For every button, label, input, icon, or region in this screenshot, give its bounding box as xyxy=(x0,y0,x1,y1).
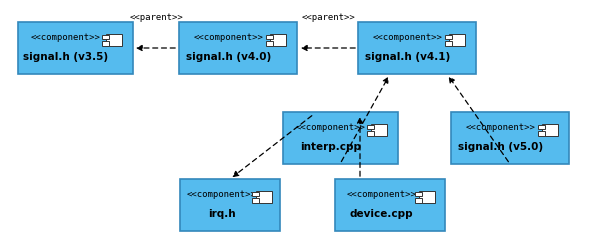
Bar xyxy=(538,125,545,129)
Bar xyxy=(266,35,273,39)
Bar xyxy=(367,125,374,129)
Text: signal.h (v4.1): signal.h (v4.1) xyxy=(365,52,450,62)
FancyBboxPatch shape xyxy=(335,179,445,231)
FancyBboxPatch shape xyxy=(451,112,569,164)
Text: <<component>>: <<component>> xyxy=(466,123,535,132)
FancyBboxPatch shape xyxy=(17,22,133,74)
Text: device.cpp: device.cpp xyxy=(349,209,413,219)
Bar xyxy=(371,124,387,136)
Bar xyxy=(415,192,422,196)
Text: irq.h: irq.h xyxy=(208,209,236,219)
Text: signal.h (v3.5): signal.h (v3.5) xyxy=(23,52,108,62)
Bar xyxy=(542,124,558,136)
Bar xyxy=(415,198,422,203)
Bar xyxy=(270,34,286,46)
Text: <<component>>: <<component>> xyxy=(194,33,264,42)
Text: <<parent>>: <<parent>> xyxy=(129,14,183,23)
Bar xyxy=(445,41,452,46)
Bar xyxy=(445,35,452,39)
FancyBboxPatch shape xyxy=(180,179,280,231)
Bar xyxy=(419,191,435,203)
Text: interp.cpp: interp.cpp xyxy=(300,142,361,152)
Bar xyxy=(367,131,374,136)
Bar xyxy=(102,41,109,46)
Bar xyxy=(266,41,273,46)
Text: <<component>>: <<component>> xyxy=(31,33,100,42)
Bar xyxy=(256,191,272,203)
FancyBboxPatch shape xyxy=(179,22,297,74)
Text: signal.h (v5.0): signal.h (v5.0) xyxy=(458,142,543,152)
Bar xyxy=(106,34,122,46)
Text: signal.h (v4.0): signal.h (v4.0) xyxy=(186,52,271,62)
Text: <<component>>: <<component>> xyxy=(373,33,443,42)
Bar xyxy=(252,198,259,203)
FancyBboxPatch shape xyxy=(358,22,476,74)
Text: <<parent>>: <<parent>> xyxy=(301,14,355,23)
Bar xyxy=(538,131,545,136)
Text: <<component>>: <<component>> xyxy=(296,123,366,132)
Bar xyxy=(252,192,259,196)
Bar xyxy=(449,34,465,46)
Text: <<component>>: <<component>> xyxy=(187,190,257,199)
FancyBboxPatch shape xyxy=(282,112,398,164)
Text: <<component>>: <<component>> xyxy=(346,190,416,199)
Bar xyxy=(102,35,109,39)
